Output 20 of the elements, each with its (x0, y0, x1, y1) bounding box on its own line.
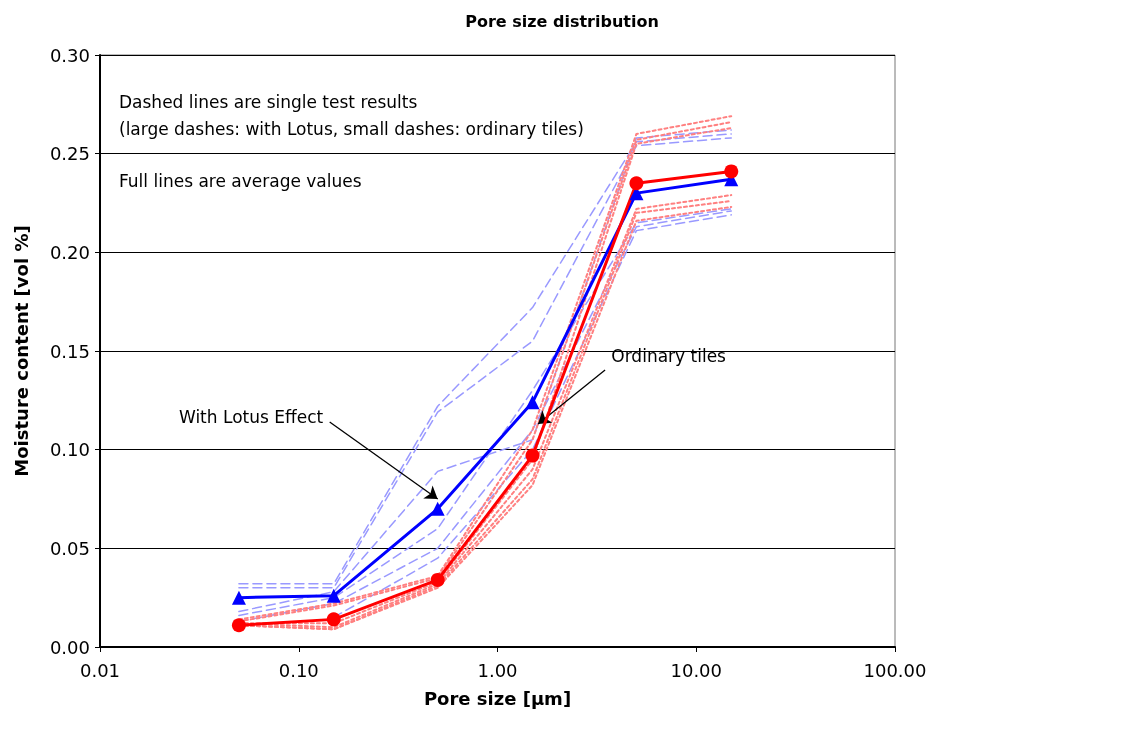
x-tick-label: 0.10 (278, 659, 319, 681)
x-tick-label: 1.00 (477, 659, 518, 681)
x-axis-title: Pore size [µm] (423, 687, 572, 709)
annotation: With Lotus Effect (178, 407, 324, 428)
chart-title: Pore size distribution (465, 11, 659, 31)
y-tick-label: 0.10 (49, 439, 90, 461)
y-tick-label: 0.05 (49, 537, 90, 559)
y-tick-label: 0.20 (49, 241, 90, 263)
y-tick-label: 0.25 (49, 143, 90, 165)
annotation: Dashed lines are single test results (119, 92, 418, 112)
x-tick-label: 0.01 (79, 659, 121, 681)
annotation: Full lines are average values (119, 171, 362, 191)
x-tick-label: 100.00 (863, 659, 927, 681)
y-tick-label: 0.00 (49, 636, 90, 658)
annotation: Ordinary tiles (611, 346, 727, 367)
y-tick-label: 0.30 (49, 44, 90, 66)
annotation: (large dashes: with Lotus, small dashes: ordinary tiles) (119, 119, 584, 139)
y-axis-title: Moisture content [vol %] (10, 225, 32, 477)
y-tick-label: 0.15 (49, 340, 90, 362)
x-tick-label: 10.00 (670, 659, 723, 681)
